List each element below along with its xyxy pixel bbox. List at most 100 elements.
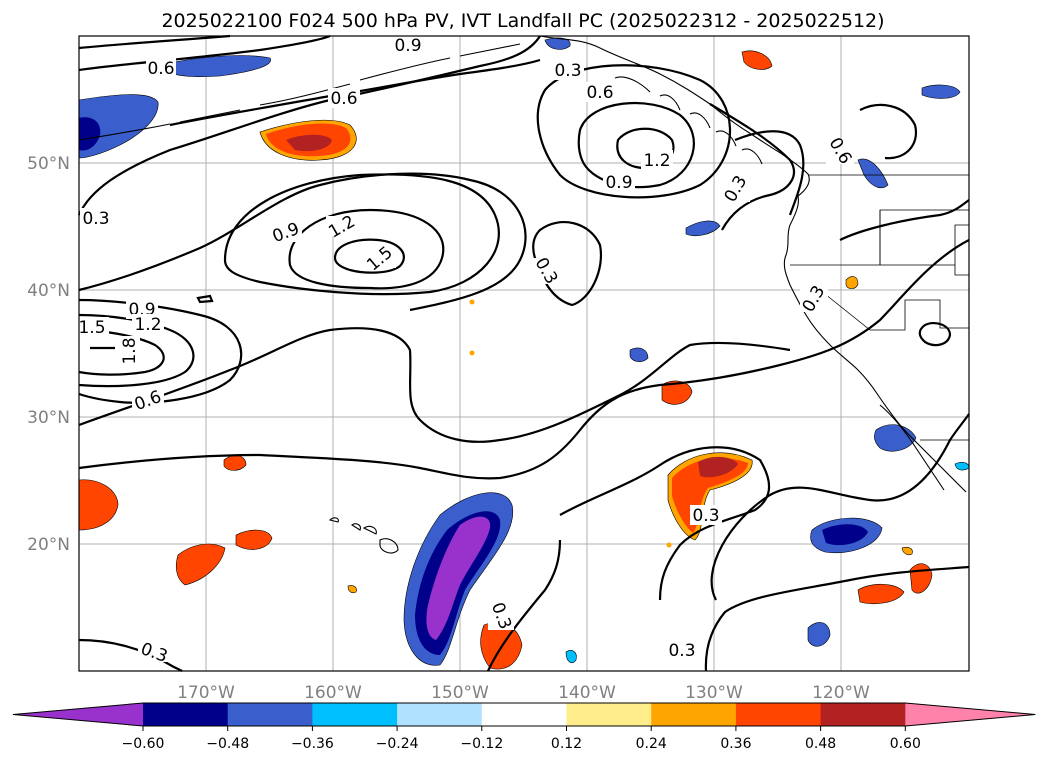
colorbar-extend-max [905,703,1036,726]
contour-label-c8: 0.3 [554,61,581,81]
coastline-us-west [783,195,967,493]
contour-label-bg [132,390,164,410]
contour-label-bg [328,88,360,108]
contour-label-bg [270,222,302,242]
map-background [79,36,969,671]
colorbar-tick-label: 0.48 [805,736,836,752]
contour-label-c4: 0.6 [330,89,357,109]
colorbar-segment [227,703,313,726]
contour-label-bg [826,138,854,164]
coastline-islands [614,76,763,165]
ivt-negative-region-core [822,524,868,546]
pv-contour-0.9-central [223,173,500,296]
pv-contour-0.6-canada [859,103,918,160]
lon-label-170w: 170°W [177,683,235,703]
contour-label-bg [690,505,722,525]
ivt-positive-speck [666,542,672,548]
ivt-positive-region [845,276,859,289]
contour-labels: 0.6 0.9 0.3 0.6 0.6 1.2 0.9 0.3 0.6 0.3 … [78,36,855,667]
ivt-positive-region [235,529,273,550]
contour-label-bg [79,317,109,337]
ivt-positive-region [347,585,357,594]
colorbar-segment [735,703,822,726]
ivt-negative-region [921,84,961,99]
contour-label-bg [326,216,358,236]
pv-contour-0.3-subtropical-east [710,413,970,601]
pv-contour-0.3-south-east [704,565,970,672]
pv-contour-0.6-central-north [78,172,527,312]
lon-label-160w: 160°W [304,683,362,703]
contour-label-bg [364,248,396,268]
coastline-baja [879,404,945,491]
contour-label-bg [532,258,560,284]
map-frame [78,35,970,672]
colorbar-extend-min [13,703,143,726]
contour-label-bg [488,602,514,630]
ivt-positive-region [661,380,693,405]
pv-contour-0.6-north [169,58,541,127]
ivt-negative-region [565,650,577,664]
pv-contour-0.6-coast [734,130,805,216]
pv-contour-0.3-south-central [487,539,562,672]
colorbar-tick-label: 0.24 [636,736,667,752]
pv-contour-0.6-inland-small [918,321,952,347]
lat-label-20n: 20°N [27,535,70,555]
pv-contours [77,34,970,672]
contour-label-bg [392,36,424,54]
coastlines [78,35,967,554]
colorbar-segment [481,703,567,726]
contour-label-c18: 1.2 [134,315,161,335]
ivt-negative-region [807,622,831,647]
colorbar-tick-label: −0.12 [460,736,503,752]
contour-label-bg [585,82,617,102]
pv-contour-small-box [196,294,214,304]
ivt-negative-region [78,94,159,159]
map-panel: 0.6 0.9 0.3 0.6 0.6 1.2 0.9 0.3 0.6 0.3 … [77,34,970,672]
lat-label-30n: 30°N [27,408,70,428]
colorbar-tick-label: 0.60 [890,736,921,752]
contour-label-bg [666,640,698,660]
ivt-negative-region-max [426,516,491,640]
colorbar-segment [651,703,737,726]
ivt-positive-region [175,543,226,586]
pv-contour-0.9-ne [577,101,695,189]
contour-label-bg [132,314,164,334]
ivt-negative-region [685,220,721,237]
contour-label-c21: 0.3 [692,506,719,526]
lon-label-150w: 150°W [431,683,489,703]
ivt-negative-region-core [79,117,101,151]
contour-label-bg [603,172,635,192]
lat-label-50n: 50°N [27,154,70,174]
contour-label-c17: 1.5 [78,318,105,338]
map-title: 2025022100 F024 500 hPa PV, IVT Landfall… [161,10,884,32]
colorbar-tick-label: −0.60 [122,736,165,752]
contour-label-c5: 0.6 [586,83,613,103]
contour-label-c19: 1.8 [120,337,140,364]
contour-label-c3: 0.3 [82,209,109,229]
contour-label-bg [80,208,112,228]
pv-contour-0.6-ne [536,64,731,199]
pv-contour-0.6-inland [839,199,970,241]
contour-label-bg [641,150,673,170]
colorbar-tick-label: −0.48 [206,736,249,752]
borders [790,174,969,441]
lon-label-120w: 120°W [812,683,870,703]
colorbar-tick-label: 0.36 [720,736,751,752]
contour-label-bg [138,642,170,662]
coastline-hawaii [328,517,399,554]
longitude-axis: 170°W 160°W 150°W 140°W 130°W 120°W [177,683,870,703]
pv-contour-0.6-south [78,327,791,443]
colorbar-segment [820,703,906,726]
ivt-negative-region [857,158,889,189]
colorbar-segment [143,703,229,726]
colorbar-segment [566,703,652,726]
lon-label-130w: 130°W [685,683,743,703]
colorbar-segment [397,703,483,726]
ivt-positive-region [741,50,773,70]
contour-label-c23: 0.3 [668,641,695,661]
pv-contour-0.6 [78,34,331,72]
ivt-positive-region [78,479,119,531]
contour-label-bg [722,176,750,202]
contour-label-bg [120,336,140,366]
